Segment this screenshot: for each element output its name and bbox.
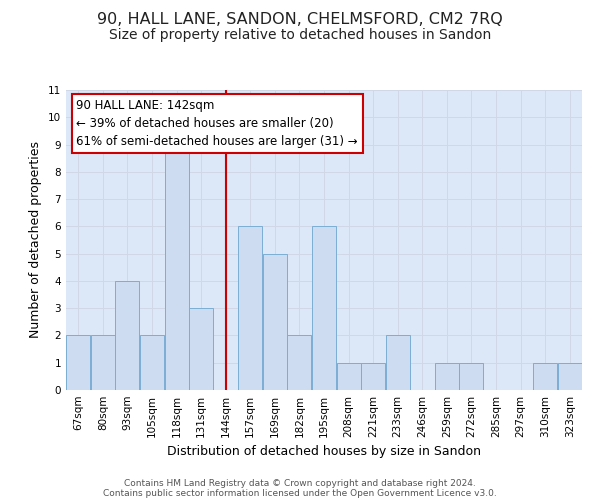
Bar bbox=[386, 336, 410, 390]
Bar bbox=[557, 362, 582, 390]
Bar bbox=[140, 336, 164, 390]
Bar bbox=[533, 362, 557, 390]
Bar bbox=[361, 362, 385, 390]
Text: Contains HM Land Registry data © Crown copyright and database right 2024.: Contains HM Land Registry data © Crown c… bbox=[124, 478, 476, 488]
Bar bbox=[91, 336, 115, 390]
Bar bbox=[66, 336, 91, 390]
Bar bbox=[337, 362, 361, 390]
Text: Contains public sector information licensed under the Open Government Licence v3: Contains public sector information licen… bbox=[103, 488, 497, 498]
Bar bbox=[164, 144, 188, 390]
Bar bbox=[263, 254, 287, 390]
Text: Size of property relative to detached houses in Sandon: Size of property relative to detached ho… bbox=[109, 28, 491, 42]
Bar bbox=[115, 281, 139, 390]
Bar bbox=[287, 336, 311, 390]
Bar bbox=[460, 362, 484, 390]
Bar bbox=[312, 226, 336, 390]
Text: 90, HALL LANE, SANDON, CHELMSFORD, CM2 7RQ: 90, HALL LANE, SANDON, CHELMSFORD, CM2 7… bbox=[97, 12, 503, 28]
X-axis label: Distribution of detached houses by size in Sandon: Distribution of detached houses by size … bbox=[167, 446, 481, 458]
Bar bbox=[238, 226, 262, 390]
Bar bbox=[189, 308, 213, 390]
Bar bbox=[435, 362, 459, 390]
Text: 90 HALL LANE: 142sqm
← 39% of detached houses are smaller (20)
61% of semi-detac: 90 HALL LANE: 142sqm ← 39% of detached h… bbox=[76, 99, 358, 148]
Y-axis label: Number of detached properties: Number of detached properties bbox=[29, 142, 43, 338]
